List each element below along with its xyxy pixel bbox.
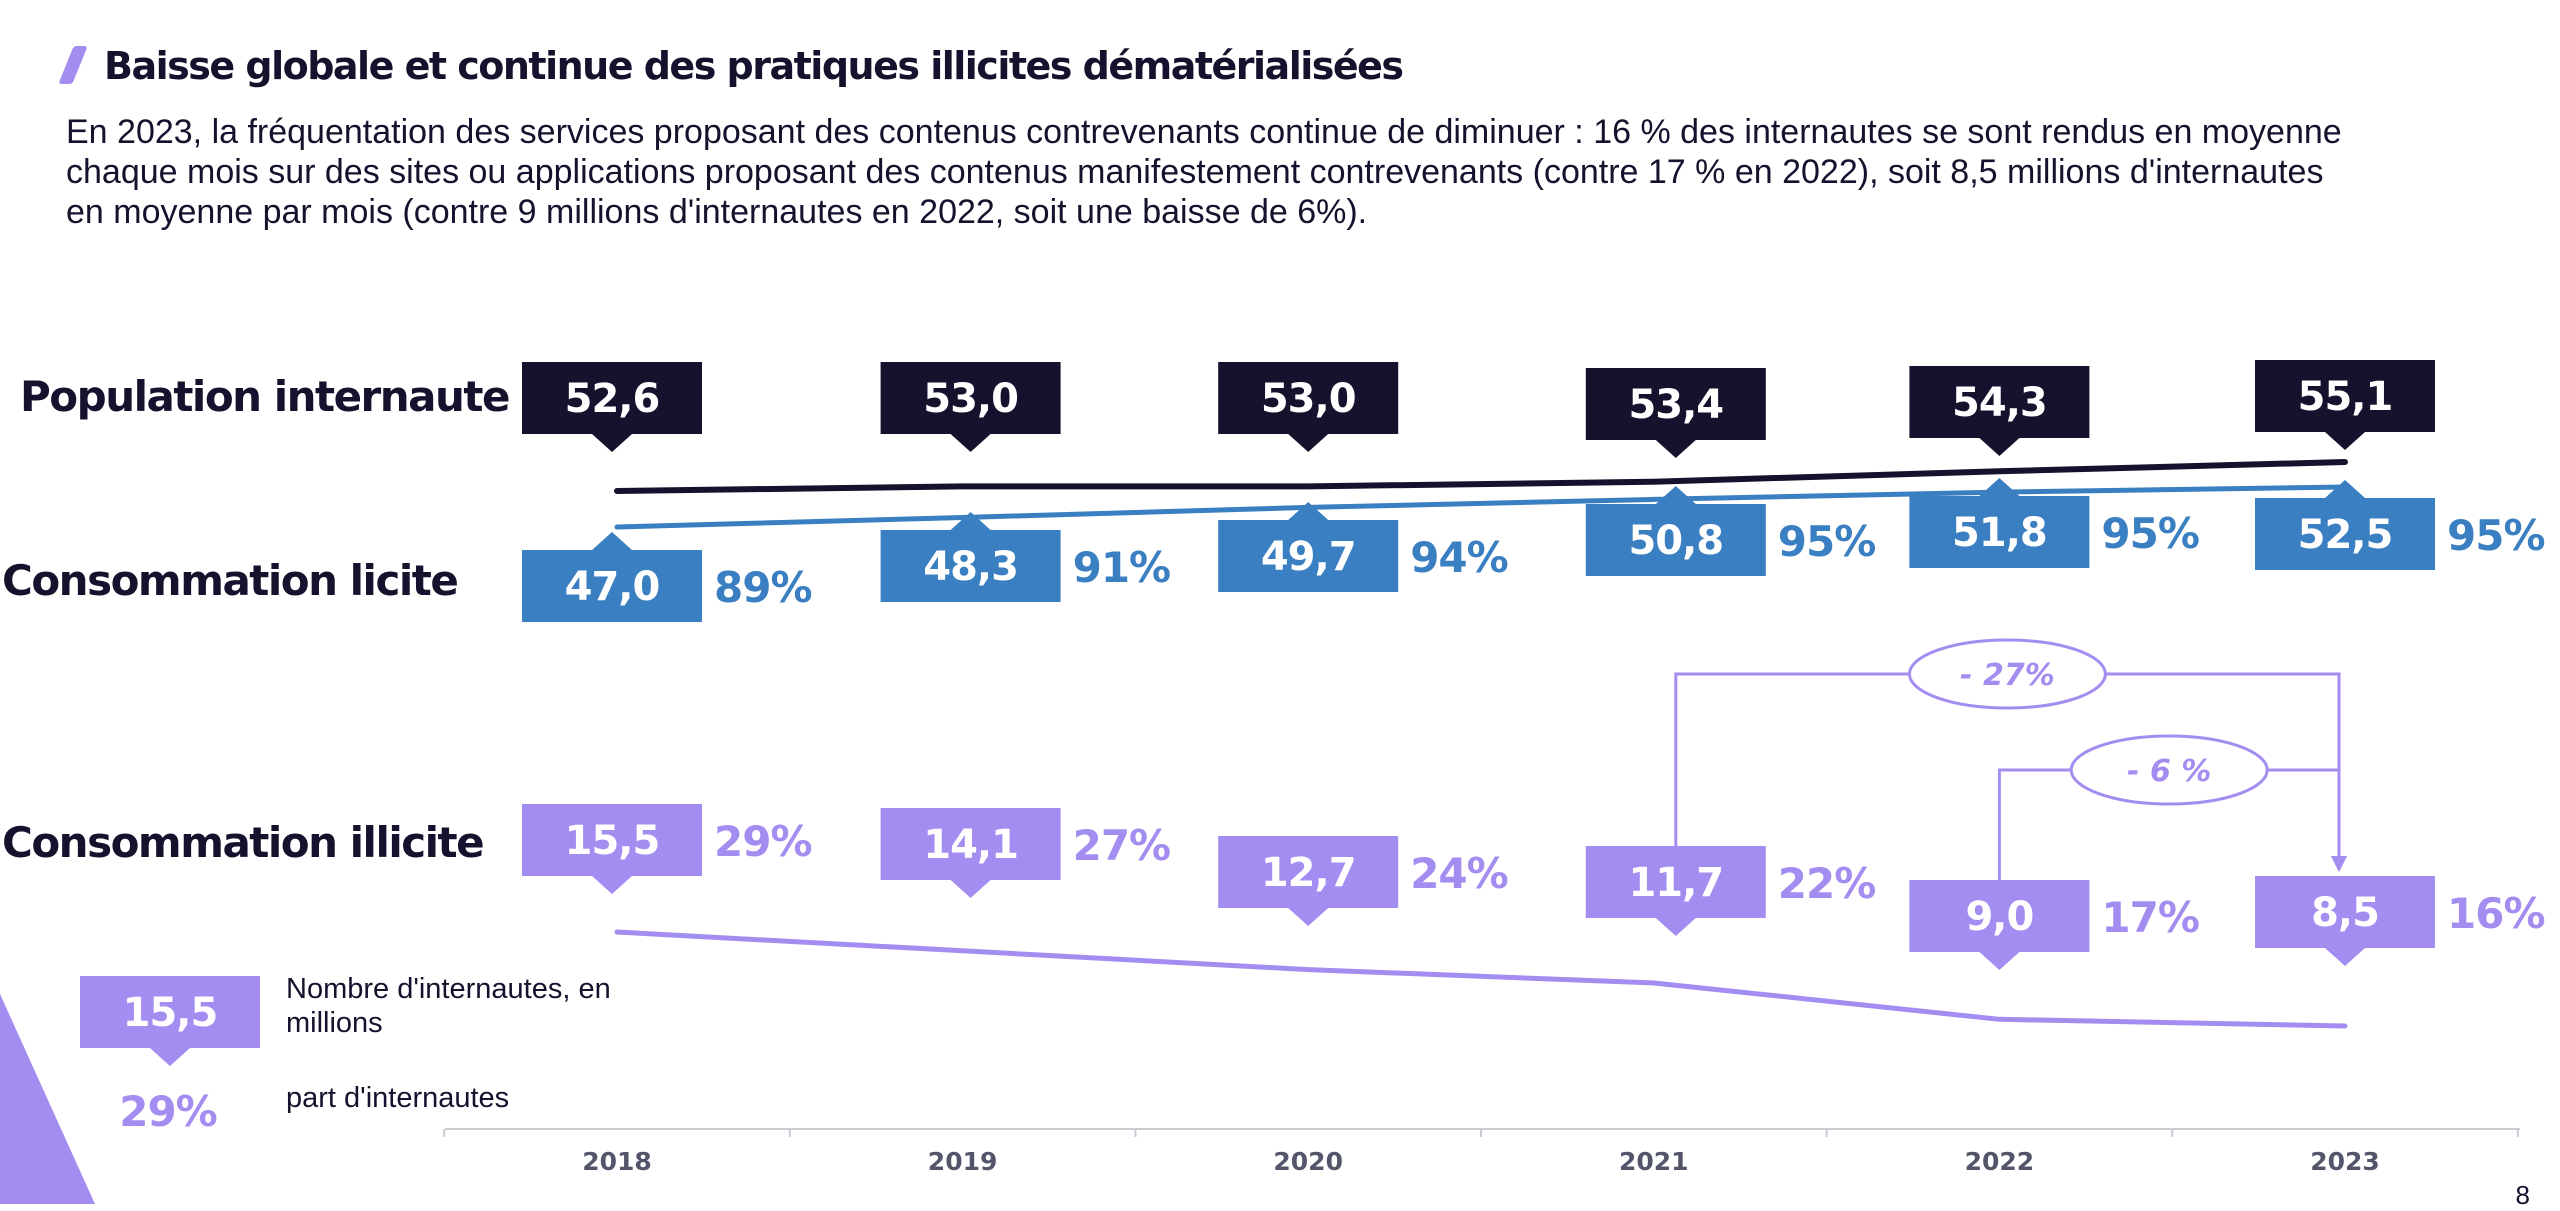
legend-value-box xyxy=(80,976,260,1066)
series-line-2 xyxy=(614,484,2348,530)
share-label-3: 27% xyxy=(1073,821,1171,870)
value-box-1 xyxy=(1585,368,1766,458)
value-label-3: 8,5 xyxy=(2311,890,2379,936)
x-tick-label: 2018 xyxy=(582,1147,652,1176)
series-line-3 xyxy=(614,929,2348,1029)
share-label-2: 91% xyxy=(1073,543,1171,592)
value-label-3: 12,7 xyxy=(1261,850,1356,896)
legend-pct-label: 29% xyxy=(119,1087,217,1136)
value-label-1: 53,4 xyxy=(1628,382,1723,428)
share-label-3: 17% xyxy=(2101,893,2199,942)
row-label-licite: Consommation licite xyxy=(2,556,459,605)
series-line-1 xyxy=(614,459,2348,494)
variation-bubble-1 xyxy=(1907,638,2107,710)
page-number: 8 xyxy=(2515,1180,2530,1210)
value-label-2: 50,8 xyxy=(1628,518,1723,564)
value-box-1 xyxy=(1218,362,1399,452)
legend-pct-description: part d'internautes xyxy=(286,1082,510,1114)
variation-arrow-2 xyxy=(2331,856,2347,872)
x-tick-label: 2022 xyxy=(1965,1147,2035,1176)
value-box-3 xyxy=(522,804,702,894)
value-box-3 xyxy=(880,808,1061,898)
value-box-1 xyxy=(880,362,1061,452)
value-label-3: 11,7 xyxy=(1628,860,1723,906)
share-label-3: 16% xyxy=(2447,889,2545,938)
value-box-3 xyxy=(1218,836,1399,926)
value-label-1: 52,6 xyxy=(565,376,660,422)
value-label-2: 51,8 xyxy=(1952,510,2047,556)
value-label-1: 55,1 xyxy=(2298,374,2393,420)
x-tick-label: 2021 xyxy=(1619,1147,1689,1176)
value-box-2 xyxy=(2255,480,2435,570)
value-box-3 xyxy=(2255,876,2435,966)
value-box-3 xyxy=(1585,846,1766,936)
variation-label-2: - 6 % xyxy=(2127,754,2211,789)
value-label-3: 14,1 xyxy=(923,822,1018,868)
share-label-3: 29% xyxy=(714,817,812,866)
share-label-2: 89% xyxy=(714,563,812,612)
value-box-2 xyxy=(1218,502,1399,592)
share-label-2: 94% xyxy=(1410,533,1508,582)
value-label-1: 53,0 xyxy=(1261,376,1356,422)
share-label-3: 22% xyxy=(1778,859,1876,908)
value-box-3 xyxy=(1909,880,2090,970)
value-label-3: 15,5 xyxy=(565,818,660,864)
corner-decoration xyxy=(0,994,95,1204)
legend-value-label: 15,5 xyxy=(123,990,218,1036)
x-tick-label: 2019 xyxy=(928,1147,998,1176)
value-box-1 xyxy=(2255,360,2435,450)
value-label-3: 9,0 xyxy=(1965,894,2033,940)
value-label-1: 53,0 xyxy=(923,376,1018,422)
share-label-3: 24% xyxy=(1410,849,1508,898)
page-title: Baisse globale et continue des pratiques… xyxy=(104,44,1404,88)
value-box-1 xyxy=(1909,366,2090,456)
legend-box-description: Nombre d'internautes, en millions xyxy=(286,973,611,1039)
share-label-2: 95% xyxy=(2101,509,2199,558)
value-box-1 xyxy=(522,362,702,452)
share-label-2: 95% xyxy=(1778,517,1876,566)
value-box-2 xyxy=(1585,486,1766,576)
value-box-2 xyxy=(522,532,702,622)
variation-label-1: - 27% xyxy=(1960,658,2055,693)
value-label-2: 49,7 xyxy=(1261,534,1356,580)
x-tick-label: 2020 xyxy=(1273,1147,1343,1176)
value-label-2: 48,3 xyxy=(923,544,1018,590)
variation-bubble-2 xyxy=(2069,734,2269,806)
row-label-illicite: Consommation illicite xyxy=(2,818,485,867)
value-box-2 xyxy=(880,512,1061,602)
value-label-1: 54,3 xyxy=(1952,380,2047,426)
row-label-population: Population internaute xyxy=(20,372,510,421)
intro-paragraph: En 2023, la fréquentation des services p… xyxy=(66,113,2342,231)
share-label-2: 95% xyxy=(2447,511,2545,560)
value-box-2 xyxy=(1909,478,2090,568)
x-tick-label: 2023 xyxy=(2310,1147,2380,1176)
value-label-2: 52,5 xyxy=(2298,512,2393,558)
value-label-2: 47,0 xyxy=(565,564,660,610)
